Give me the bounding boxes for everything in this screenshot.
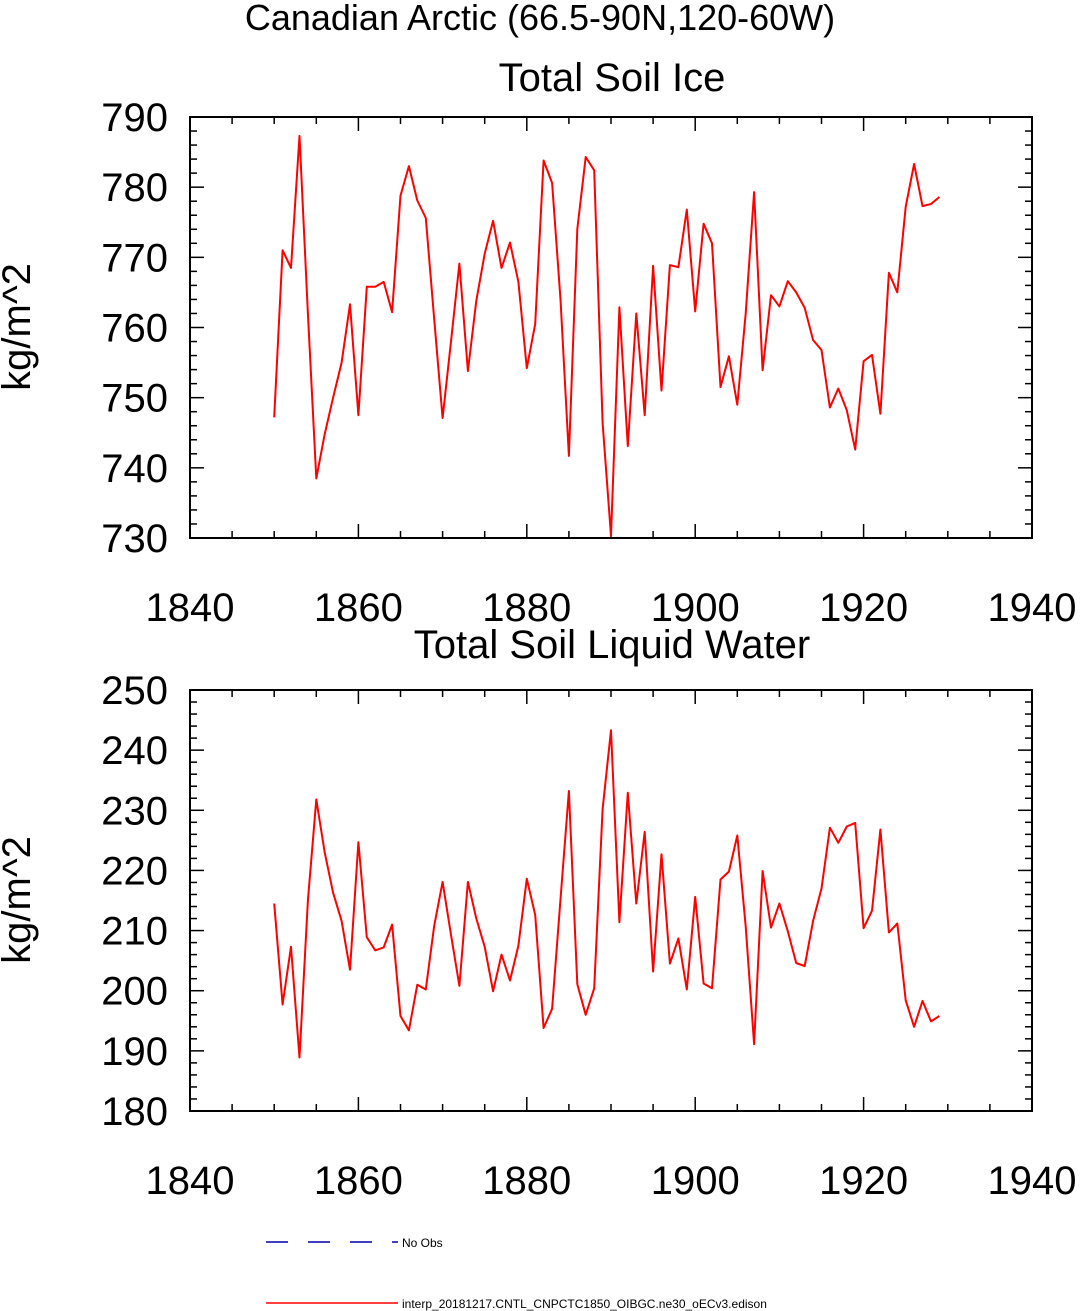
legend-item-model-run: interp_20181217.CNTL_CNPCTC1850_OIBGC.ne… bbox=[266, 1297, 767, 1311]
y-tick-label: 220 bbox=[101, 849, 168, 893]
series-line bbox=[273, 729, 940, 1059]
y-tick-label: 780 bbox=[101, 166, 168, 210]
x-tick-label: 1880 bbox=[482, 1159, 571, 1203]
y-tick-label: 760 bbox=[101, 307, 168, 351]
series-line bbox=[273, 134, 941, 537]
legend-label: No Obs bbox=[402, 1236, 443, 1250]
x-tick-label: 1840 bbox=[146, 586, 235, 630]
axis-tick-labels: 1840 1860 1880 1900 1920 1940 180 190 200 210 220 2… bbox=[101, 669, 1076, 1203]
panel-title: Total Soil Liquid Water bbox=[414, 623, 810, 667]
y-axis-label: kg/m^2 bbox=[0, 836, 39, 964]
x-tick-label: 1840 bbox=[146, 1159, 235, 1203]
plot-frame bbox=[189, 116, 1033, 539]
y-tick-label: 230 bbox=[101, 789, 168, 833]
y-tick-label: 200 bbox=[101, 970, 168, 1014]
x-tick-label: 1940 bbox=[988, 586, 1077, 630]
legend: No Obs interp_20181217.CNTL_CNPCTC1850_O… bbox=[266, 1236, 767, 1311]
y-tick-label: 190 bbox=[101, 1030, 168, 1074]
x-tick-label: 1920 bbox=[819, 586, 908, 630]
legend-item-no-obs: No Obs bbox=[266, 1236, 443, 1250]
y-tick-label: 790 bbox=[101, 96, 168, 140]
y-tick-label: 250 bbox=[101, 669, 168, 713]
y-tick-label: 240 bbox=[101, 729, 168, 773]
x-tick-label: 1880 bbox=[482, 586, 571, 630]
panel-total-soil-liquid-water: Total Soil Liquid Water kg/m^2 1840 1860 1… bbox=[0, 623, 1076, 1203]
x-tick-label: 1900 bbox=[651, 1159, 740, 1203]
panel-title: Total Soil Ice bbox=[499, 56, 726, 100]
plot-frame bbox=[189, 689, 1033, 1112]
panel-total-soil-ice: Total Soil Ice kg/m^2 1840 1860 1880 1900 19… bbox=[0, 56, 1076, 630]
y-tick-label: 210 bbox=[101, 910, 168, 954]
x-tick-label: 1920 bbox=[819, 1159, 908, 1203]
figure-suptitle: Canadian Arctic (66.5-90N,120-60W) bbox=[245, 0, 835, 38]
y-axis-label: kg/m^2 bbox=[0, 263, 39, 391]
x-tick-label: 1860 bbox=[314, 1159, 403, 1203]
y-tick-label: 740 bbox=[101, 447, 168, 491]
x-tick-label: 1940 bbox=[988, 1159, 1077, 1203]
axis-tick-labels: 1840 1860 1880 1900 1920 1940 730 740 750 760 770 7… bbox=[101, 96, 1076, 630]
x-tick-label: 1900 bbox=[651, 586, 740, 630]
y-tick-label: 730 bbox=[101, 517, 168, 561]
legend-label: interp_20181217.CNTL_CNPCTC1850_OIBGC.ne… bbox=[402, 1297, 767, 1311]
y-tick-label: 750 bbox=[101, 377, 168, 421]
x-tick-label: 1860 bbox=[314, 586, 403, 630]
y-tick-label: 770 bbox=[101, 236, 168, 280]
y-tick-label: 180 bbox=[101, 1090, 168, 1134]
